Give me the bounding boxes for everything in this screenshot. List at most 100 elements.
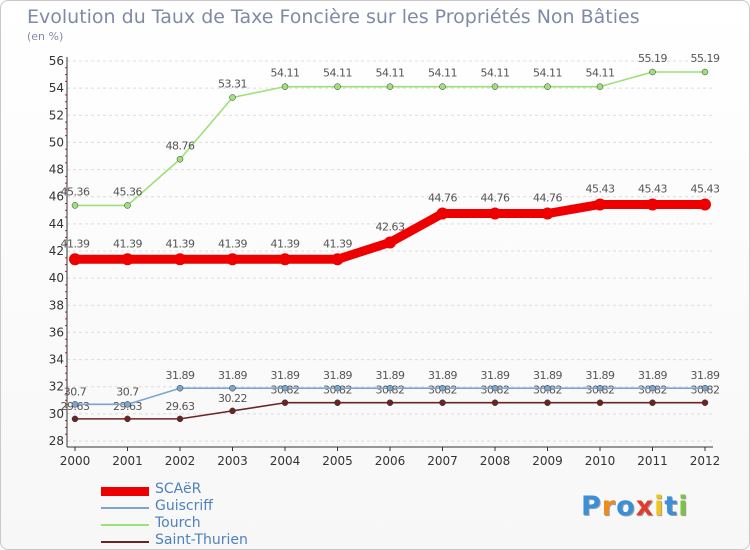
logo-letter: o <box>616 491 636 522</box>
data-label: 44.76 <box>533 192 562 205</box>
logo-letter: r <box>601 491 617 522</box>
y-axis-unit: (en %) <box>27 30 64 43</box>
data-label: 54.11 <box>428 67 457 80</box>
data-label: 31.89 <box>376 369 405 382</box>
data-label: 45.43 <box>586 182 615 195</box>
legend-swatch <box>101 507 149 509</box>
x-tick-label: 2006 <box>375 454 406 468</box>
data-label: 31.89 <box>691 369 720 382</box>
data-point <box>124 202 131 209</box>
y-tick-label: 56 <box>49 54 64 68</box>
data-label: 31.89 <box>481 369 510 382</box>
data-point <box>386 83 394 90</box>
data-point <box>71 202 79 209</box>
data-point <box>386 399 394 406</box>
data-point <box>596 384 604 392</box>
data-point <box>594 198 606 211</box>
y-tick-label: 34 <box>49 353 64 367</box>
logo-letter: t <box>664 491 679 522</box>
legend-label: SCAëR <box>155 481 202 497</box>
y-tick-label: 46 <box>49 190 64 204</box>
data-point <box>701 68 709 76</box>
data-point <box>541 207 554 220</box>
data-point <box>281 384 289 392</box>
y-tick-label: 50 <box>49 135 64 149</box>
y-tick-label: 44 <box>49 217 64 231</box>
x-tick-label: 2008 <box>480 454 511 468</box>
y-tick-label: 40 <box>49 271 64 285</box>
x-tick-label: 2005 <box>322 454 353 468</box>
data-label: 53.31 <box>218 78 247 91</box>
chart-title: Evolution du Taux de Taxe Foncière sur l… <box>27 6 640 28</box>
data-point <box>229 384 236 392</box>
data-point <box>176 384 184 392</box>
data-point <box>439 399 446 406</box>
y-tick-label: 42 <box>49 244 64 258</box>
data-label: 31.89 <box>323 369 352 382</box>
series-guiscriff: 30.7 30.7 31.89 31.89 31.89 31.89 31.89 31.89 31… <box>64 369 720 408</box>
x-tick-label: 2011 <box>637 454 668 468</box>
data-point <box>439 83 446 90</box>
x-tick-label: 2004 <box>270 454 301 468</box>
legend-swatch <box>101 524 149 526</box>
data-point <box>174 253 186 266</box>
data-label: 31.89 <box>166 369 195 382</box>
data-point <box>544 399 551 406</box>
data-point <box>124 415 131 423</box>
data-point <box>386 384 394 392</box>
proxiti-logo: Proxiti <box>581 491 689 522</box>
series-sca-r: 41.39 41.39 41.39 41.39 41.39 41.39 42.63 44.76… <box>61 182 720 266</box>
data-label: 54.11 <box>271 67 300 80</box>
y-tick-label: 38 <box>49 298 64 312</box>
data-point <box>229 407 236 415</box>
data-label: 30.7 <box>116 385 139 398</box>
data-point <box>544 83 551 90</box>
data-point <box>491 83 499 90</box>
legend-label: Saint-Thurien <box>155 532 248 548</box>
data-point <box>331 253 344 266</box>
data-label: 41.39 <box>323 237 352 250</box>
data-point <box>436 207 449 220</box>
data-point <box>701 384 709 392</box>
data-label: 29.63 <box>166 400 195 413</box>
data-point <box>334 399 341 406</box>
data-point <box>229 94 236 101</box>
legend-label: Tourch <box>155 515 201 531</box>
data-point <box>384 236 396 249</box>
data-point <box>121 253 134 266</box>
data-label: 31.89 <box>218 369 247 382</box>
x-tick-label: 2000 <box>60 454 91 468</box>
data-label: 45.43 <box>691 182 720 195</box>
data-point <box>176 415 184 423</box>
data-point <box>491 399 499 406</box>
data-label: 41.39 <box>218 237 247 250</box>
x-tick-label: 2002 <box>165 454 196 468</box>
data-label: 54.11 <box>323 67 352 80</box>
data-point <box>334 384 341 392</box>
y-tick-label: 54 <box>49 81 64 95</box>
data-label: 54.11 <box>586 67 615 80</box>
data-label: 31.89 <box>428 369 457 382</box>
data-point <box>491 384 499 392</box>
data-point <box>596 399 604 406</box>
x-tick-label: 2009 <box>532 454 563 468</box>
logo-letter: i <box>654 491 665 522</box>
data-point <box>281 399 289 406</box>
data-point <box>71 401 79 408</box>
data-point <box>489 207 501 220</box>
data-label: 48.76 <box>166 139 195 152</box>
x-tick-label: 2001 <box>112 454 143 468</box>
data-label: 45.36 <box>61 185 90 198</box>
data-point <box>176 156 184 163</box>
data-label: 55.19 <box>638 52 667 65</box>
data-label: 31.89 <box>638 369 667 382</box>
data-point <box>124 401 131 408</box>
y-tick-label: 52 <box>49 108 64 122</box>
logo-letter: P <box>581 491 602 522</box>
data-label: 41.39 <box>271 237 300 250</box>
data-label: 42.63 <box>376 220 405 233</box>
data-point <box>646 198 659 211</box>
data-label: 31.89 <box>271 369 300 382</box>
data-label: 31.89 <box>586 369 615 382</box>
data-point <box>71 415 79 423</box>
